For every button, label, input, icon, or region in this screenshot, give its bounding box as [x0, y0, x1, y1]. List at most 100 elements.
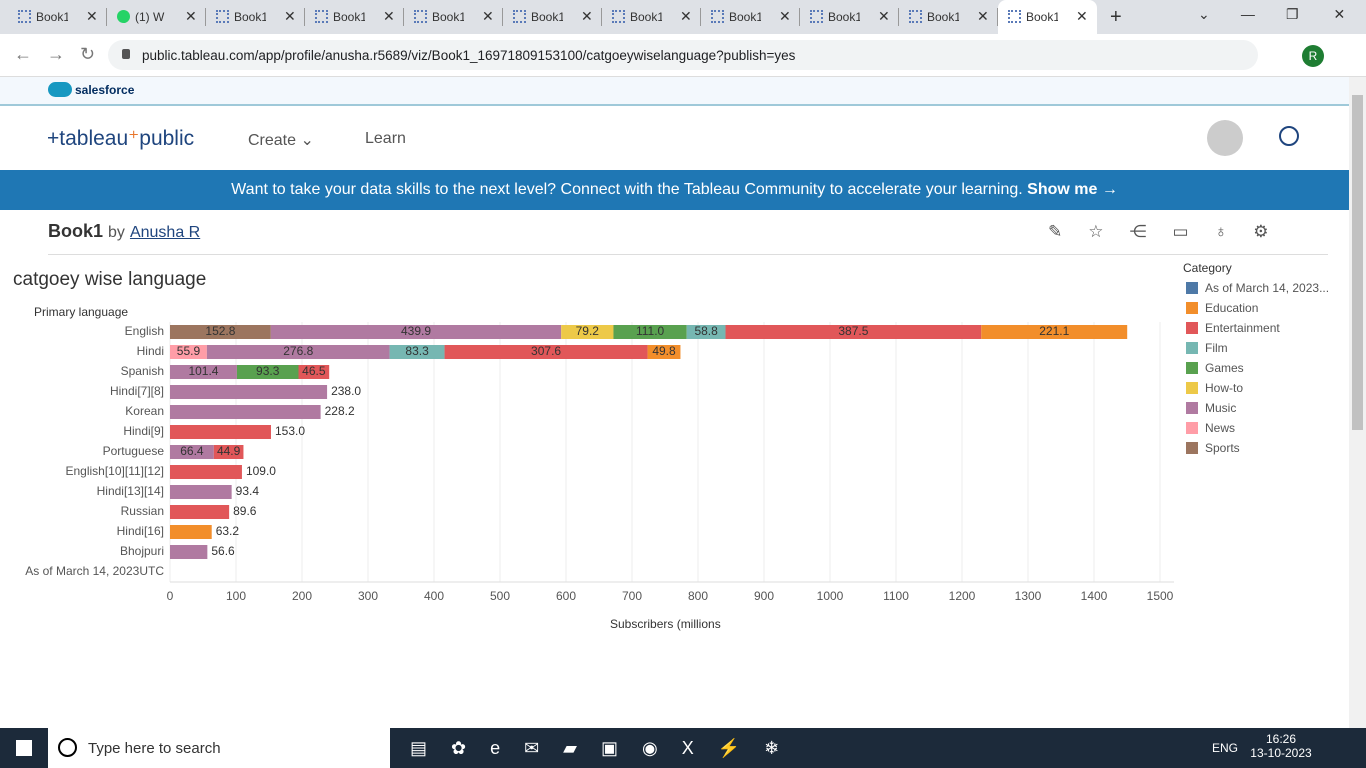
data-label: 307.6	[531, 344, 561, 358]
tab-close[interactable]: ✕	[779, 8, 791, 24]
data-label: 153.0	[275, 424, 305, 438]
x-tick-label: 400	[424, 589, 444, 603]
y-tick-label: Portuguese	[103, 444, 165, 458]
scroll-thumb[interactable]	[1352, 95, 1363, 430]
chart-title: catgoey wise language	[13, 269, 206, 290]
search-text: Type here to search	[88, 740, 221, 757]
data-label: 56.6	[211, 544, 235, 558]
bar-segment	[613, 325, 687, 339]
salesforce-text: salesforce	[75, 83, 135, 97]
tab[interactable]: Book1 ✕	[602, 0, 701, 34]
bar-segment	[213, 445, 244, 459]
window-controls[interactable]: ⌄ — ❐ ✕	[1198, 6, 1346, 22]
nav-create-text: Create	[248, 132, 297, 149]
url-field[interactable]: public.tableau.com/app/profile/anusha.r5…	[108, 40, 1258, 70]
tab-title: Book1	[927, 10, 959, 24]
nav-buttons[interactable]: ← → ↻	[14, 44, 96, 64]
tab-icon	[1008, 10, 1021, 23]
nav-learn[interactable]: Learn	[365, 130, 406, 147]
x-tick-label: 1500	[1147, 589, 1174, 603]
legend-title: Category	[1183, 261, 1232, 275]
x-tick-label: 100	[226, 589, 246, 603]
bar-segment	[170, 325, 271, 339]
data-label: 46.5	[302, 364, 326, 378]
tab-close[interactable]: ✕	[1076, 8, 1088, 24]
pinned-apps[interactable]: ▤✿e✉▰▣◉X⚡❄	[410, 738, 804, 758]
salesforce-bar: salesforce	[0, 77, 1349, 106]
y-tick-label: Hindi[7][8]	[110, 384, 164, 398]
tab-separator	[502, 8, 503, 26]
tab[interactable]: Book1 ✕	[8, 0, 107, 34]
tab-title: Book1	[234, 10, 266, 24]
date: 13-10-2023	[1250, 746, 1312, 760]
x-tick-label: 300	[358, 589, 378, 603]
tab-close[interactable]: ✕	[185, 8, 197, 24]
tab-close[interactable]: ✕	[680, 8, 692, 24]
tab[interactable]: Book1 ✕	[998, 0, 1097, 34]
tableau-header: +tableau⁺public Create ⌄ Learn	[0, 106, 1349, 170]
language[interactable]: ENG	[1212, 741, 1239, 755]
y-tick-label: Spanish	[121, 364, 164, 378]
workbook-title: Book1 by Anusha R	[48, 221, 200, 242]
tab-icon	[513, 10, 526, 23]
tab-close[interactable]: ✕	[284, 8, 296, 24]
logo-right: public	[139, 127, 195, 150]
workbook-name: Book1	[48, 221, 104, 241]
tab-title: Book1	[36, 10, 68, 24]
tab[interactable]: Book1 ✕	[800, 0, 899, 34]
legend-label: Music	[1205, 401, 1237, 415]
avatar[interactable]	[1207, 120, 1243, 156]
clock[interactable]: 16:26 13-10-2023	[1250, 732, 1312, 760]
tab-title: Book1	[432, 10, 464, 24]
tab-icon	[612, 10, 625, 23]
bar-segment	[298, 365, 330, 379]
tab[interactable]: Book1 ✕	[305, 0, 404, 34]
search-box[interactable]: Type here to search	[48, 728, 390, 768]
y-tick-label: Bhojpuri	[120, 544, 164, 558]
toolbar-icons[interactable]: ✎☆⋲▭♁⚙	[1048, 222, 1295, 241]
tab-close[interactable]: ✕	[383, 8, 395, 24]
data-label: 152.8	[205, 324, 235, 338]
by: by	[108, 224, 125, 241]
nav-create[interactable]: Create ⌄	[248, 132, 314, 149]
new-tab[interactable]: +	[1110, 6, 1122, 28]
profile[interactable]: R	[1302, 45, 1324, 67]
tab[interactable]: Book1 ✕	[503, 0, 602, 34]
legend-swatch	[1186, 402, 1198, 414]
bar-segment	[170, 345, 207, 359]
x-tick-label: 1300	[1015, 589, 1042, 603]
tab[interactable]: Book1 ✕	[701, 0, 800, 34]
tab[interactable]: Book1 ✕	[899, 0, 998, 34]
tab[interactable]: (1) W ✕	[107, 0, 206, 34]
start-button[interactable]	[16, 740, 32, 756]
bar-segment	[725, 325, 982, 339]
logo[interactable]: +tableau⁺public	[47, 127, 195, 150]
tab-close[interactable]: ✕	[878, 8, 890, 24]
x-tick-label: 1100	[883, 589, 909, 603]
search-icon[interactable]	[1279, 126, 1299, 146]
banner-link[interactable]: Show me →	[1027, 181, 1118, 198]
data-label: 79.2	[576, 324, 600, 338]
data-label: 66.4	[180, 444, 204, 458]
author[interactable]: Anusha R	[129, 224, 201, 241]
x-tick-label: 1000	[817, 589, 844, 603]
x-tick-label: 1200	[949, 589, 976, 603]
data-label: 387.5	[838, 324, 868, 338]
legend-label: News	[1205, 421, 1236, 435]
tab-close[interactable]: ✕	[86, 8, 98, 24]
banner: Want to take your data skills to the nex…	[0, 170, 1349, 210]
scrollbar[interactable]	[1349, 77, 1366, 728]
tab-separator	[403, 8, 404, 26]
tab-close[interactable]: ✕	[581, 8, 593, 24]
data-label: 101.4	[188, 364, 218, 378]
tab[interactable]: Book1 ✕	[404, 0, 503, 34]
tab-icon	[711, 10, 724, 23]
bar-segment	[170, 445, 214, 459]
tab[interactable]: Book1 ✕	[206, 0, 305, 34]
lock-icon	[122, 49, 130, 59]
bar-segment	[170, 365, 237, 379]
x-tick-label: 200	[292, 589, 312, 603]
tab-close[interactable]: ✕	[977, 8, 989, 24]
tab-close[interactable]: ✕	[482, 8, 494, 24]
data-label: 228.2	[325, 404, 355, 418]
